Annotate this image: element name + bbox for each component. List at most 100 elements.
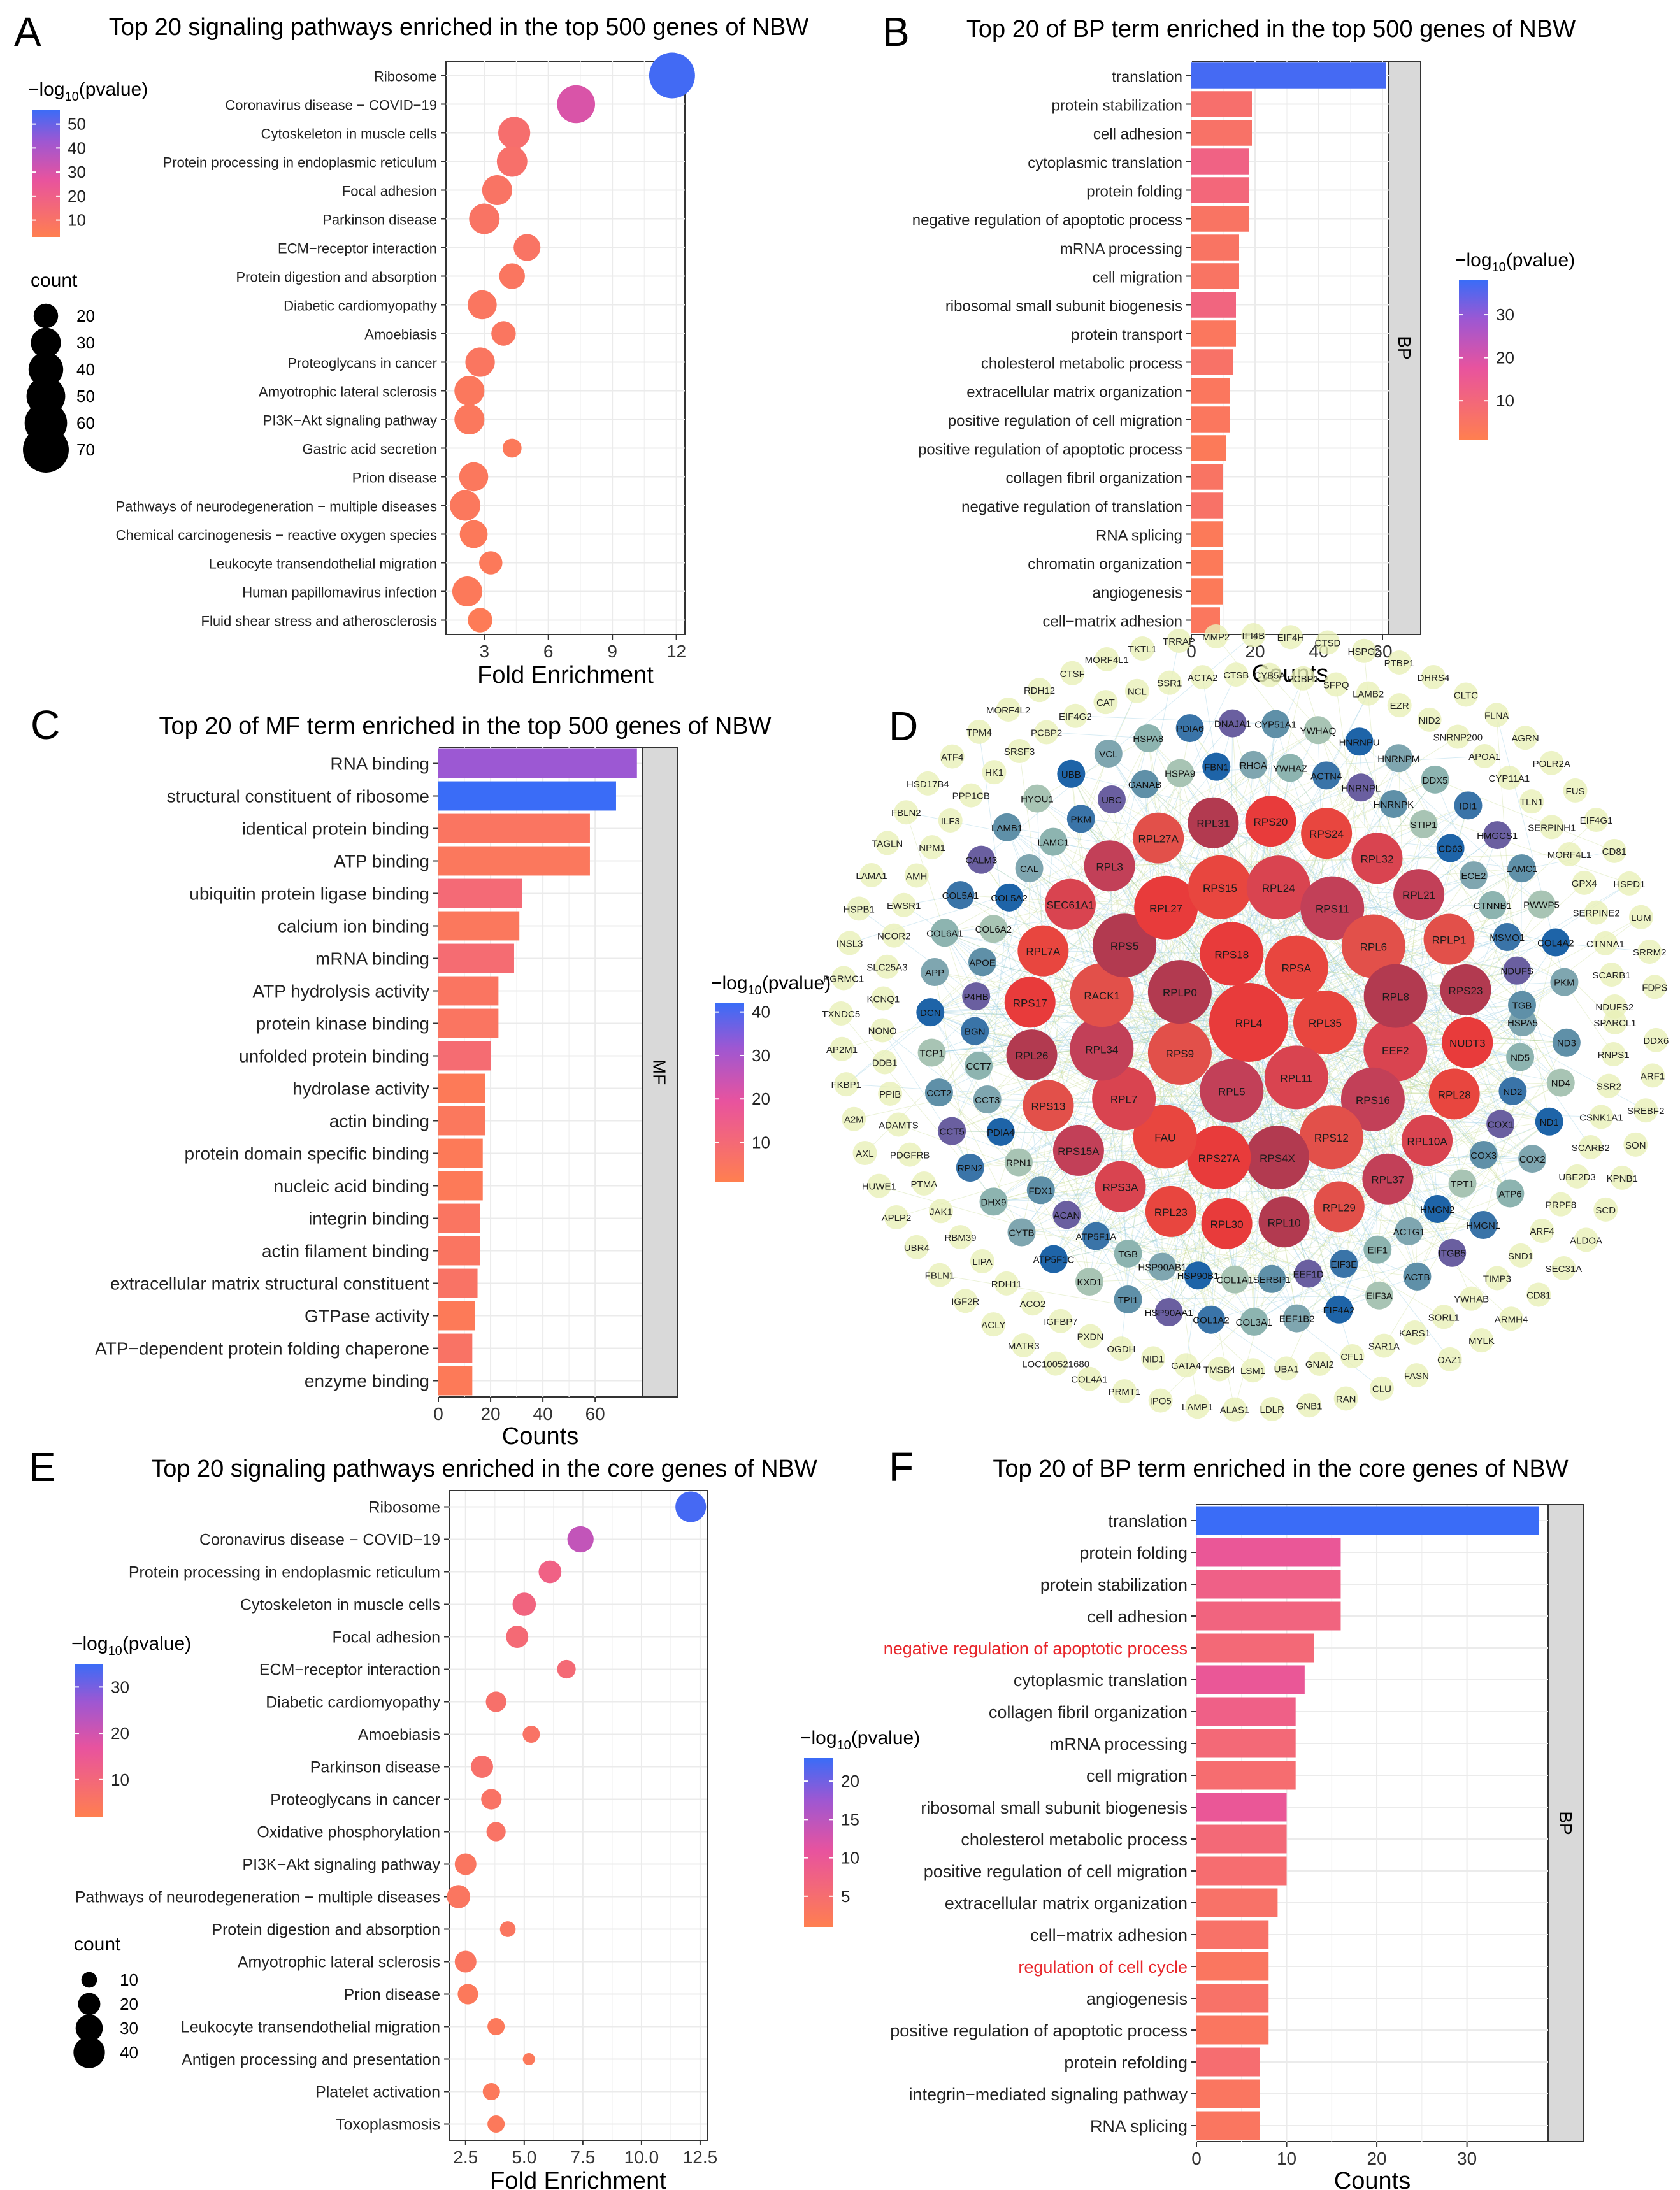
network-node-label: BGN bbox=[965, 1027, 986, 1038]
category-label: Diabetic cardiomyopathy bbox=[284, 298, 437, 314]
network-node-outer bbox=[872, 1050, 897, 1075]
network-node-label: GNB1 bbox=[1296, 1401, 1323, 1412]
category-label: enzyme binding bbox=[305, 1371, 429, 1391]
legend-colorbar bbox=[1459, 280, 1488, 440]
network-node-outer bbox=[1044, 1351, 1068, 1376]
network-node-label: UBE2D3 bbox=[1558, 1172, 1595, 1183]
network-node-outer bbox=[1404, 1363, 1429, 1388]
network-node-outer bbox=[1020, 1291, 1045, 1316]
network-node-label: TPT1 bbox=[1451, 1179, 1474, 1190]
network-node-label: RDH12 bbox=[1024, 685, 1055, 696]
data-point bbox=[469, 203, 500, 234]
bar bbox=[438, 813, 590, 843]
network-node-mid bbox=[1347, 773, 1375, 802]
network-node-mid bbox=[1082, 1222, 1110, 1250]
network-edge bbox=[1234, 803, 1394, 1410]
network-edge bbox=[845, 1012, 931, 1085]
network-node-label: HNRNPU bbox=[1339, 737, 1380, 748]
network-node-mid bbox=[1483, 821, 1512, 850]
network-edge bbox=[1218, 967, 1297, 1158]
network-node-outer bbox=[1034, 720, 1059, 745]
data-point bbox=[513, 234, 541, 261]
network-node-outer bbox=[1484, 1266, 1509, 1291]
network-node-label: CALM3 bbox=[965, 855, 997, 866]
facet-strip bbox=[642, 747, 678, 1398]
network-edge bbox=[1162, 1266, 1272, 1280]
network-node-label: RPS27A bbox=[1198, 1152, 1240, 1164]
plot-panel bbox=[438, 747, 643, 1398]
network-node-outer bbox=[1241, 623, 1266, 648]
category-label: angiogenesis bbox=[1086, 1989, 1188, 2008]
network-node-label: ACO2 bbox=[1020, 1299, 1046, 1310]
category-label: Focal adhesion bbox=[332, 1629, 440, 1647]
network-node-label: HMGN1 bbox=[1466, 1220, 1500, 1231]
x-tick-label: 12.5 bbox=[683, 2147, 718, 2167]
network-node-label: PKM bbox=[1071, 814, 1092, 825]
network-edge bbox=[1018, 1162, 1254, 1322]
size-legend-dot bbox=[78, 1993, 101, 2015]
category-label: Parkinson disease bbox=[322, 212, 437, 228]
bar bbox=[1196, 1824, 1287, 1854]
network-node-core bbox=[1044, 878, 1096, 930]
network-node-label: FKBP1 bbox=[831, 1080, 861, 1091]
network-node-label: SLC25A3 bbox=[866, 963, 907, 973]
network-node-mid bbox=[995, 883, 1024, 912]
network-node-label: MORF4L1 bbox=[1547, 850, 1591, 861]
size-legend-dot bbox=[73, 2036, 105, 2068]
network-node-core bbox=[1341, 914, 1405, 978]
network-edge bbox=[1296, 1121, 1550, 1319]
network-node-label: ACAN bbox=[1054, 1210, 1081, 1221]
data-point bbox=[496, 146, 528, 177]
bar bbox=[1191, 378, 1230, 404]
legend-tick-label: 40 bbox=[752, 1003, 770, 1022]
size-legend-label: 20 bbox=[76, 306, 95, 326]
bar bbox=[1191, 349, 1233, 375]
network-node-mid bbox=[1004, 1148, 1033, 1177]
bar bbox=[1196, 1570, 1341, 1599]
network-node-mid bbox=[1039, 827, 1068, 856]
legend-tick-label: 20 bbox=[68, 187, 86, 206]
network-node-label: MMP2 bbox=[1202, 632, 1230, 643]
network-node-label: PDGFRB bbox=[890, 1150, 930, 1161]
network-node-label: COL6A2 bbox=[975, 924, 1012, 935]
legend-tick-label: 10 bbox=[841, 1849, 859, 1868]
network-edge bbox=[1021, 1223, 1227, 1233]
network-edge bbox=[944, 932, 1227, 1224]
network-node-label: CTNNA1 bbox=[1586, 939, 1625, 950]
network-edge bbox=[1339, 834, 1498, 1310]
network-node-label: RPL21 bbox=[1402, 889, 1435, 901]
network-edge bbox=[1019, 750, 1090, 1282]
network-node-outer bbox=[1011, 1333, 1036, 1357]
network-node-outer bbox=[1157, 670, 1182, 695]
network-node-label: AP2M1 bbox=[826, 1045, 858, 1056]
network-node-outer bbox=[1141, 1346, 1166, 1371]
network-node-outer bbox=[1207, 1357, 1231, 1382]
legend-tick-label: 30 bbox=[1496, 305, 1514, 324]
network-node-label: RPL5 bbox=[1218, 1086, 1246, 1098]
network-node-core bbox=[1301, 808, 1353, 859]
data-point bbox=[486, 1822, 506, 1842]
bar bbox=[1196, 1761, 1296, 1790]
network-node-outer bbox=[1610, 1165, 1635, 1190]
network-node-label: HMGN2 bbox=[1420, 1205, 1454, 1215]
x-tick-label: 3 bbox=[479, 641, 489, 661]
data-point bbox=[454, 1950, 477, 1973]
size-legend-label: 40 bbox=[120, 2043, 138, 2062]
network-node-label: RPL37 bbox=[1371, 1174, 1404, 1186]
category-label: Coronavirus disease − COVID−19 bbox=[199, 1531, 440, 1549]
category-label: Proteoglycans in cancer bbox=[270, 1791, 440, 1809]
network-node-outer bbox=[1222, 1397, 1247, 1422]
network-node-label: CYP11A1 bbox=[1489, 773, 1530, 784]
network-node-mid bbox=[1508, 991, 1537, 1019]
network-node-mid bbox=[930, 919, 959, 947]
network-node-outer bbox=[1453, 682, 1478, 707]
network-node-outer bbox=[1274, 1356, 1299, 1381]
network-node-core bbox=[1084, 840, 1135, 892]
data-point bbox=[459, 520, 488, 548]
network-node-label: TCP1 bbox=[919, 1048, 944, 1059]
network-node-label: OGDH bbox=[1107, 1344, 1135, 1355]
network-node-label: NCL bbox=[1128, 687, 1147, 698]
network-node-outer bbox=[1007, 739, 1032, 764]
network-node-mid bbox=[1486, 1110, 1515, 1138]
bar bbox=[1191, 234, 1239, 261]
